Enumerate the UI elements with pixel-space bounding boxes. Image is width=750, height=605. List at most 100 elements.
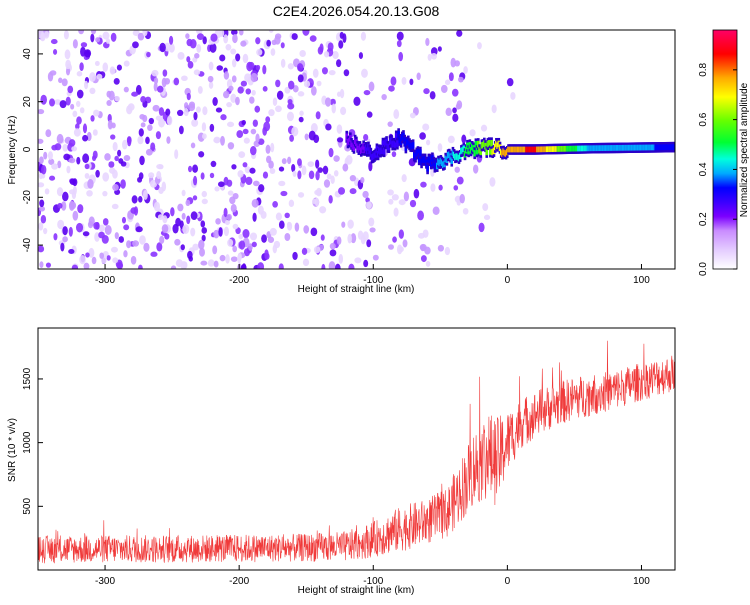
noise-blob: [230, 30, 238, 36]
ridge-core: [487, 140, 491, 147]
noise-blob: [38, 172, 43, 180]
noise-blob: [387, 189, 394, 196]
noise-blob: [297, 158, 302, 167]
noise-blob: [336, 236, 342, 245]
noise-blob: [292, 170, 297, 177]
noise-blob: [49, 175, 56, 181]
noise-blob: [51, 163, 59, 170]
noise-blob: [170, 207, 175, 217]
x-tick-label: 0: [505, 275, 511, 286]
noise-blob: [392, 236, 397, 243]
noise-blob: [84, 163, 90, 170]
noise-blob: [398, 51, 404, 62]
noise-blob: [215, 107, 223, 113]
noise-blob: [75, 123, 80, 130]
noise-blob: [429, 91, 436, 100]
noise-blob: [223, 90, 230, 99]
noise-blob: [226, 102, 232, 108]
noise-blob: [213, 260, 219, 268]
noise-blob: [237, 86, 244, 94]
noise-blob: [454, 166, 460, 173]
noise-blob: [188, 101, 196, 109]
noise-blob: [43, 227, 48, 235]
noise-blob: [315, 159, 320, 169]
noise-blob: [262, 171, 269, 179]
noise-blob: [231, 164, 237, 170]
noise-blob: [255, 133, 260, 144]
noise-blob: [363, 90, 371, 96]
noise-blob: [59, 100, 67, 109]
colorbar-tick-label: 0.4: [698, 162, 709, 176]
noise-blob: [138, 128, 144, 137]
noise-blob: [117, 149, 122, 157]
noise-blob: [88, 247, 95, 258]
noise-blob: [270, 48, 276, 56]
noise-blob: [142, 30, 148, 37]
noise-blob: [251, 199, 259, 208]
noise-blob: [268, 109, 275, 117]
noise-blob: [158, 118, 165, 128]
noise-blob: [423, 88, 430, 95]
noise-blob: [483, 214, 491, 221]
noise-blob: [112, 141, 118, 152]
noise-blob: [84, 172, 90, 179]
noise-blob: [86, 190, 93, 197]
noise-blob: [281, 158, 287, 165]
noise-blob: [186, 38, 193, 47]
noise-blob: [330, 175, 335, 184]
noise-blob: [92, 150, 98, 159]
noise-blob: [38, 30, 44, 39]
noise-blob: [200, 172, 205, 180]
noise-blob: [106, 255, 111, 261]
x-tick-label: -300: [95, 576, 115, 587]
noise-blob: [198, 151, 205, 158]
noise-blob: [131, 91, 139, 97]
noise-blob: [72, 210, 79, 221]
noise-blob: [223, 226, 229, 237]
noise-blob: [391, 194, 399, 201]
noise-blob: [90, 115, 95, 122]
noise-blob: [343, 69, 350, 77]
noise-blob: [168, 35, 174, 45]
snr-x-ticks: -300 -200 -100 0 100: [95, 565, 650, 587]
noise-blob: [319, 206, 327, 214]
noise-blob: [264, 249, 269, 259]
noise-blob: [173, 77, 180, 86]
noise-blob: [176, 109, 184, 117]
noise-blob: [265, 144, 271, 154]
noise-blob: [68, 248, 75, 254]
noise-blob: [390, 76, 397, 86]
colorbar-label: Normalized spectral amplitude: [739, 82, 750, 217]
x-tick-label: -300: [95, 275, 115, 286]
x-tick-label: 0: [505, 576, 511, 587]
noise-blob: [57, 202, 63, 209]
noise-blob: [422, 123, 430, 131]
noise-blob: [303, 225, 310, 234]
noise-blob: [275, 105, 282, 113]
noise-blob: [75, 222, 84, 233]
noise-blob: [202, 36, 207, 45]
noise-blob: [62, 226, 68, 236]
noise-blob: [310, 227, 318, 237]
noise-blob: [328, 261, 336, 269]
noise-blob: [438, 184, 443, 191]
noise-blob: [284, 212, 290, 219]
noise-blob: [192, 164, 199, 173]
noise-blob: [272, 97, 278, 107]
noise-blob: [413, 188, 420, 199]
noise-blob: [275, 212, 282, 221]
colorbar-ticks: 0.0 0.2 0.4 0.6 0.8: [698, 62, 737, 276]
noise-blob: [40, 214, 47, 224]
noise-blob: [299, 110, 304, 116]
noise-blob: [257, 205, 264, 215]
colorbar-gradient: [712, 29, 738, 270]
noise-blob: [461, 134, 467, 144]
noise-blob: [196, 33, 204, 41]
noise-blob: [425, 37, 430, 47]
noise-blob: [70, 103, 75, 110]
noise-blob: [41, 165, 47, 175]
noise-blob: [245, 176, 253, 186]
noise-blob: [278, 263, 284, 269]
noise-blob: [191, 118, 199, 127]
noise-blob: [322, 165, 329, 175]
